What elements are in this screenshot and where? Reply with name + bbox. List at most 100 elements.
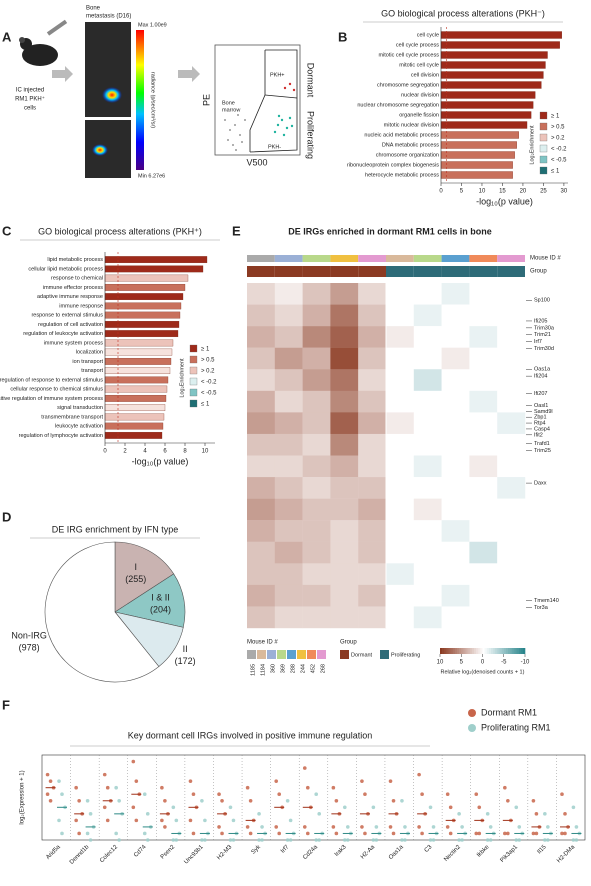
panel-label: A [2, 29, 12, 44]
heatmap-cell [413, 541, 442, 564]
heatmap-cell [441, 455, 470, 478]
legend-swatch [539, 133, 548, 142]
heatmap-cell [413, 606, 442, 629]
bar [440, 141, 517, 149]
bar [104, 339, 174, 347]
panel-label: E [232, 223, 241, 238]
data-point [331, 785, 336, 790]
heatmap-cell [247, 369, 275, 392]
heatmap-cell [274, 347, 303, 370]
group-bar [441, 266, 470, 277]
heatmap-cell [247, 304, 275, 327]
data-point [334, 798, 339, 803]
heatmap-cell [441, 433, 470, 456]
heatmap-cell [386, 304, 414, 327]
data-point [317, 812, 322, 816]
heatmap-cell [247, 477, 275, 499]
legend-swatch [307, 650, 316, 659]
heatmap-cell [497, 520, 526, 542]
colorbar-tick-label: 10 [437, 660, 444, 666]
x-tick-label: Unc93b1 [183, 844, 205, 866]
x-tick-label: Psen2 [160, 844, 177, 861]
data-point [388, 779, 393, 783]
colorbar-step [471, 648, 475, 654]
bar [440, 151, 515, 159]
colorbar-step [503, 648, 507, 654]
category-label: nuclear chromosome segregation [357, 102, 439, 108]
gene-label: Irf7 [534, 339, 542, 345]
proliferating-label: Proliferating [306, 111, 316, 159]
data-point [574, 825, 579, 829]
x-axis-label: -log₁₀(p value) [132, 456, 189, 466]
data-point [506, 798, 510, 803]
bar [104, 376, 169, 384]
heatmap-cell [441, 369, 470, 392]
colorbar-step [448, 648, 451, 654]
x-tick-label: 5 [460, 189, 464, 195]
data-point [220, 798, 224, 803]
data-point [374, 825, 379, 829]
heatmap-cell [302, 520, 331, 542]
x-tick-label: Cd24a [302, 844, 319, 861]
category-label: mitotic nuclear division [384, 122, 439, 128]
heatmap-cell [497, 498, 526, 521]
bar [104, 431, 163, 439]
heatmap-cell [358, 606, 387, 629]
data-point [457, 812, 461, 816]
bar [104, 330, 179, 338]
data-point [85, 798, 90, 803]
heatmap-cell [441, 477, 470, 499]
heatmap-cell [330, 412, 359, 435]
pie-slice [44, 541, 160, 683]
data-point [420, 792, 424, 797]
heatmap-cell [441, 584, 470, 607]
colorbar-step [444, 648, 447, 654]
legend-label: < -0.5 [551, 158, 567, 164]
data-point [114, 831, 118, 836]
heatmap-cell [330, 283, 359, 305]
data-point [85, 831, 90, 836]
colorbar-step [505, 648, 509, 654]
gene-label: Tor3a [534, 605, 549, 611]
heatmap-cell [302, 347, 331, 370]
data-point [517, 825, 522, 829]
data-point [88, 838, 93, 842]
heatmap-cell [247, 283, 275, 305]
heatmap-cell [497, 477, 526, 499]
x-tick-label: Irak3 [334, 844, 348, 858]
colorbar-step [491, 648, 494, 654]
x-tick-label: Irf7 [280, 844, 291, 855]
mouse-bar [358, 255, 386, 262]
heatmap-cell [247, 584, 275, 607]
colorbar-step [516, 648, 519, 654]
data-point [388, 825, 393, 829]
heatmap-cell [413, 283, 442, 305]
slice-label: Non-IRG [11, 631, 47, 641]
data-point [363, 831, 367, 836]
group-bar [247, 266, 275, 277]
heatmap-cell [497, 455, 526, 478]
data-point [485, 838, 490, 842]
bar [104, 394, 167, 402]
data-point [260, 838, 264, 842]
category-label: localization [76, 350, 103, 356]
data-point [485, 812, 490, 816]
heatmap-cell [302, 584, 331, 607]
colorbar-step [467, 648, 471, 654]
group-bar [469, 266, 498, 277]
heatmap-cell [386, 433, 414, 456]
data-point [88, 812, 93, 816]
bar [104, 274, 189, 282]
data-point [334, 831, 339, 836]
legend-label: 360 [270, 664, 276, 673]
colorbar-step [486, 648, 490, 654]
colorbar-step [510, 648, 513, 654]
data-point [431, 838, 436, 842]
heatmap-cell [247, 455, 275, 478]
heatmap-cell [413, 584, 442, 607]
heatmap-cell [358, 584, 387, 607]
legend-label: Proliferating [391, 652, 420, 658]
data-point [163, 798, 167, 803]
heatmap-cell [469, 433, 498, 456]
data-point [274, 825, 279, 829]
